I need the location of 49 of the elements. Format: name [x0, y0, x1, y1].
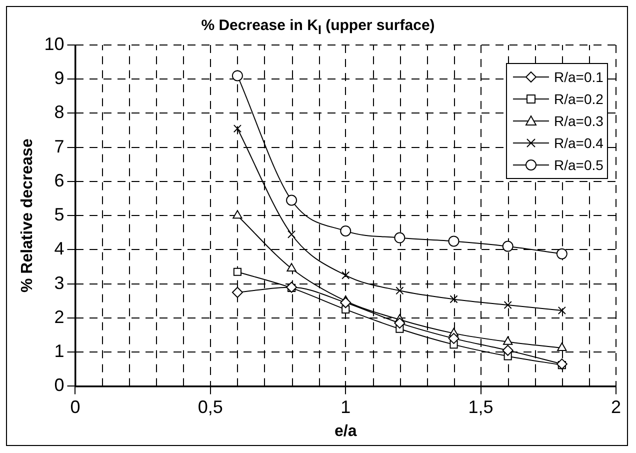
point — [503, 336, 513, 345]
y-tick-label: 5 — [54, 204, 64, 225]
y-tick-label: 0 — [54, 375, 64, 396]
point — [502, 240, 514, 252]
y-tick-label: 1 — [54, 341, 64, 362]
legend-label: R/a=0.5 — [554, 157, 604, 173]
point — [558, 306, 566, 314]
point — [396, 286, 404, 295]
point — [557, 342, 567, 351]
point — [342, 271, 350, 280]
point — [232, 286, 243, 298]
x-tick-label: 1 — [340, 396, 351, 417]
x-tick-label: 0,5 — [198, 396, 223, 417]
point — [448, 332, 460, 344]
point — [556, 248, 568, 260]
legend-label: R/a=0.3 — [554, 113, 604, 129]
x-tick-label: 2 — [610, 396, 622, 417]
point — [394, 232, 406, 244]
point — [556, 358, 568, 370]
x-tick-label: 1,5 — [468, 396, 494, 417]
point — [286, 194, 298, 206]
legend-label: R/a=0.1 — [554, 69, 604, 85]
y-tick-label: 7 — [54, 136, 64, 156]
y-tick-label: 9 — [54, 68, 64, 88]
x-tick-label: 0 — [70, 396, 80, 417]
point — [233, 124, 242, 133]
y-tick-label: 8 — [54, 102, 64, 122]
point — [504, 300, 512, 310]
point — [286, 262, 296, 272]
y-tick-label: 10 — [44, 34, 64, 54]
chart-title: % Decrease in K$_{I}$ (upper surface) — [201, 17, 435, 37]
point — [502, 344, 514, 356]
point — [450, 295, 458, 304]
point — [232, 70, 243, 82]
y-tick-label: 3 — [54, 272, 64, 293]
point — [232, 210, 242, 219]
point — [394, 318, 406, 329]
point — [233, 268, 242, 276]
y-tick-label: 4 — [54, 238, 64, 259]
x-axis-title: e/a — [334, 422, 357, 440]
point — [448, 236, 460, 247]
legend-label: R/a=0.2 — [554, 91, 604, 107]
y-axis-title: % Relative decrease — [19, 138, 36, 293]
point — [288, 230, 296, 238]
y-tick-label: 6 — [54, 170, 64, 190]
point — [340, 297, 352, 308]
legend-label: R/a=0.4 — [554, 135, 604, 151]
point — [340, 225, 352, 236]
y-tick-label: 2 — [54, 306, 64, 327]
